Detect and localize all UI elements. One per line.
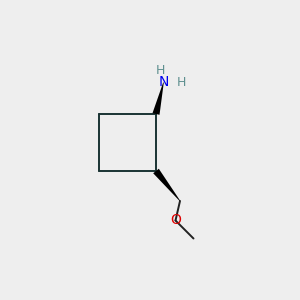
Polygon shape <box>153 169 180 201</box>
Text: N: N <box>158 76 169 89</box>
Polygon shape <box>152 82 164 115</box>
Text: H: H <box>177 76 186 89</box>
Text: H: H <box>156 64 165 77</box>
Text: O: O <box>170 214 181 227</box>
